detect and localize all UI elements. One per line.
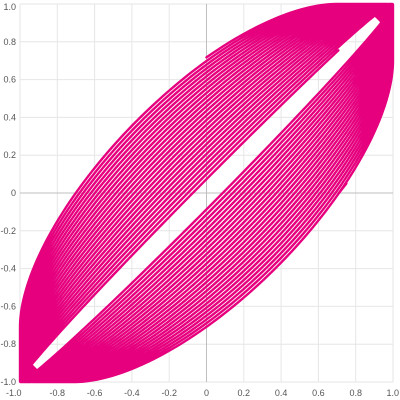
x-tick-label: 0.2 xyxy=(238,388,251,398)
x-tick-label: -0.6 xyxy=(87,388,103,398)
y-tick-label: -0.4 xyxy=(0,264,16,274)
y-tick-label: 0.2 xyxy=(3,150,16,160)
series-end-point xyxy=(337,182,348,195)
y-tick-label: 0.4 xyxy=(3,112,16,122)
x-tick-label: -1.0 xyxy=(6,388,22,398)
y-axis-ticks: -1.0 -0.8 -0.6 -0.4 -0.2 0 0.2 0.4 0.6 0.8 1.0 xyxy=(0,2,16,387)
series-line-0 xyxy=(18,2,395,384)
x-tick-label: 0.4 xyxy=(275,388,288,398)
x-tick-label: -0.2 xyxy=(161,388,177,398)
plot-area xyxy=(18,2,395,384)
y-tick-label: 0.8 xyxy=(3,37,16,47)
x-tick-label: -0.8 xyxy=(50,388,66,398)
x-tick-label: 0 xyxy=(204,388,209,398)
x-tick-label: 0.8 xyxy=(349,388,362,398)
y-tick-label: 0 xyxy=(11,188,16,198)
y-tick-label: -0.8 xyxy=(0,339,16,349)
y-tick-label: -0.6 xyxy=(0,301,16,311)
x-axis-ticks: -1.0 -0.8 -0.6 -0.4 -0.2 0 0.2 0.4 0.6 0.8 1.0 xyxy=(6,388,399,398)
y-tick-label: 1.0 xyxy=(3,2,16,12)
x-tick-label: -0.4 xyxy=(124,388,140,398)
y-tick-label: -0.2 xyxy=(0,226,16,236)
x-tick-label: 1.0 xyxy=(386,388,399,398)
x-tick-label: 0.6 xyxy=(312,388,325,398)
y-tick-label: -1.0 xyxy=(0,377,16,387)
y-tick-label: 0.6 xyxy=(3,75,16,85)
